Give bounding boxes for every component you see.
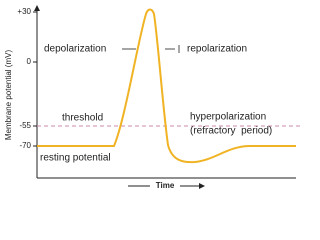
x-axis-label: Time [156,181,175,190]
y-tick-label: 0 [27,57,32,66]
depolarization-label: depolarization [44,44,106,55]
threshold-label: threshold [62,113,103,124]
refractory-label: (refractory period) [190,126,272,137]
y-tick-label: -70 [19,141,31,150]
y-axis-label: Membrane potential (mV) [4,50,13,141]
action-potential-curve [37,8,296,164]
resting-label: resting potential [40,153,111,164]
action-potential-diagram: +30 0 -55 -70 Membrane potential (mV) Ti… [4,5,300,190]
hyperpolarization-label: hyperpolarization [190,112,266,123]
repolarization-label: repolarization [187,44,247,55]
y-tick-label: -55 [19,121,31,130]
y-tick-label: +30 [17,7,31,16]
